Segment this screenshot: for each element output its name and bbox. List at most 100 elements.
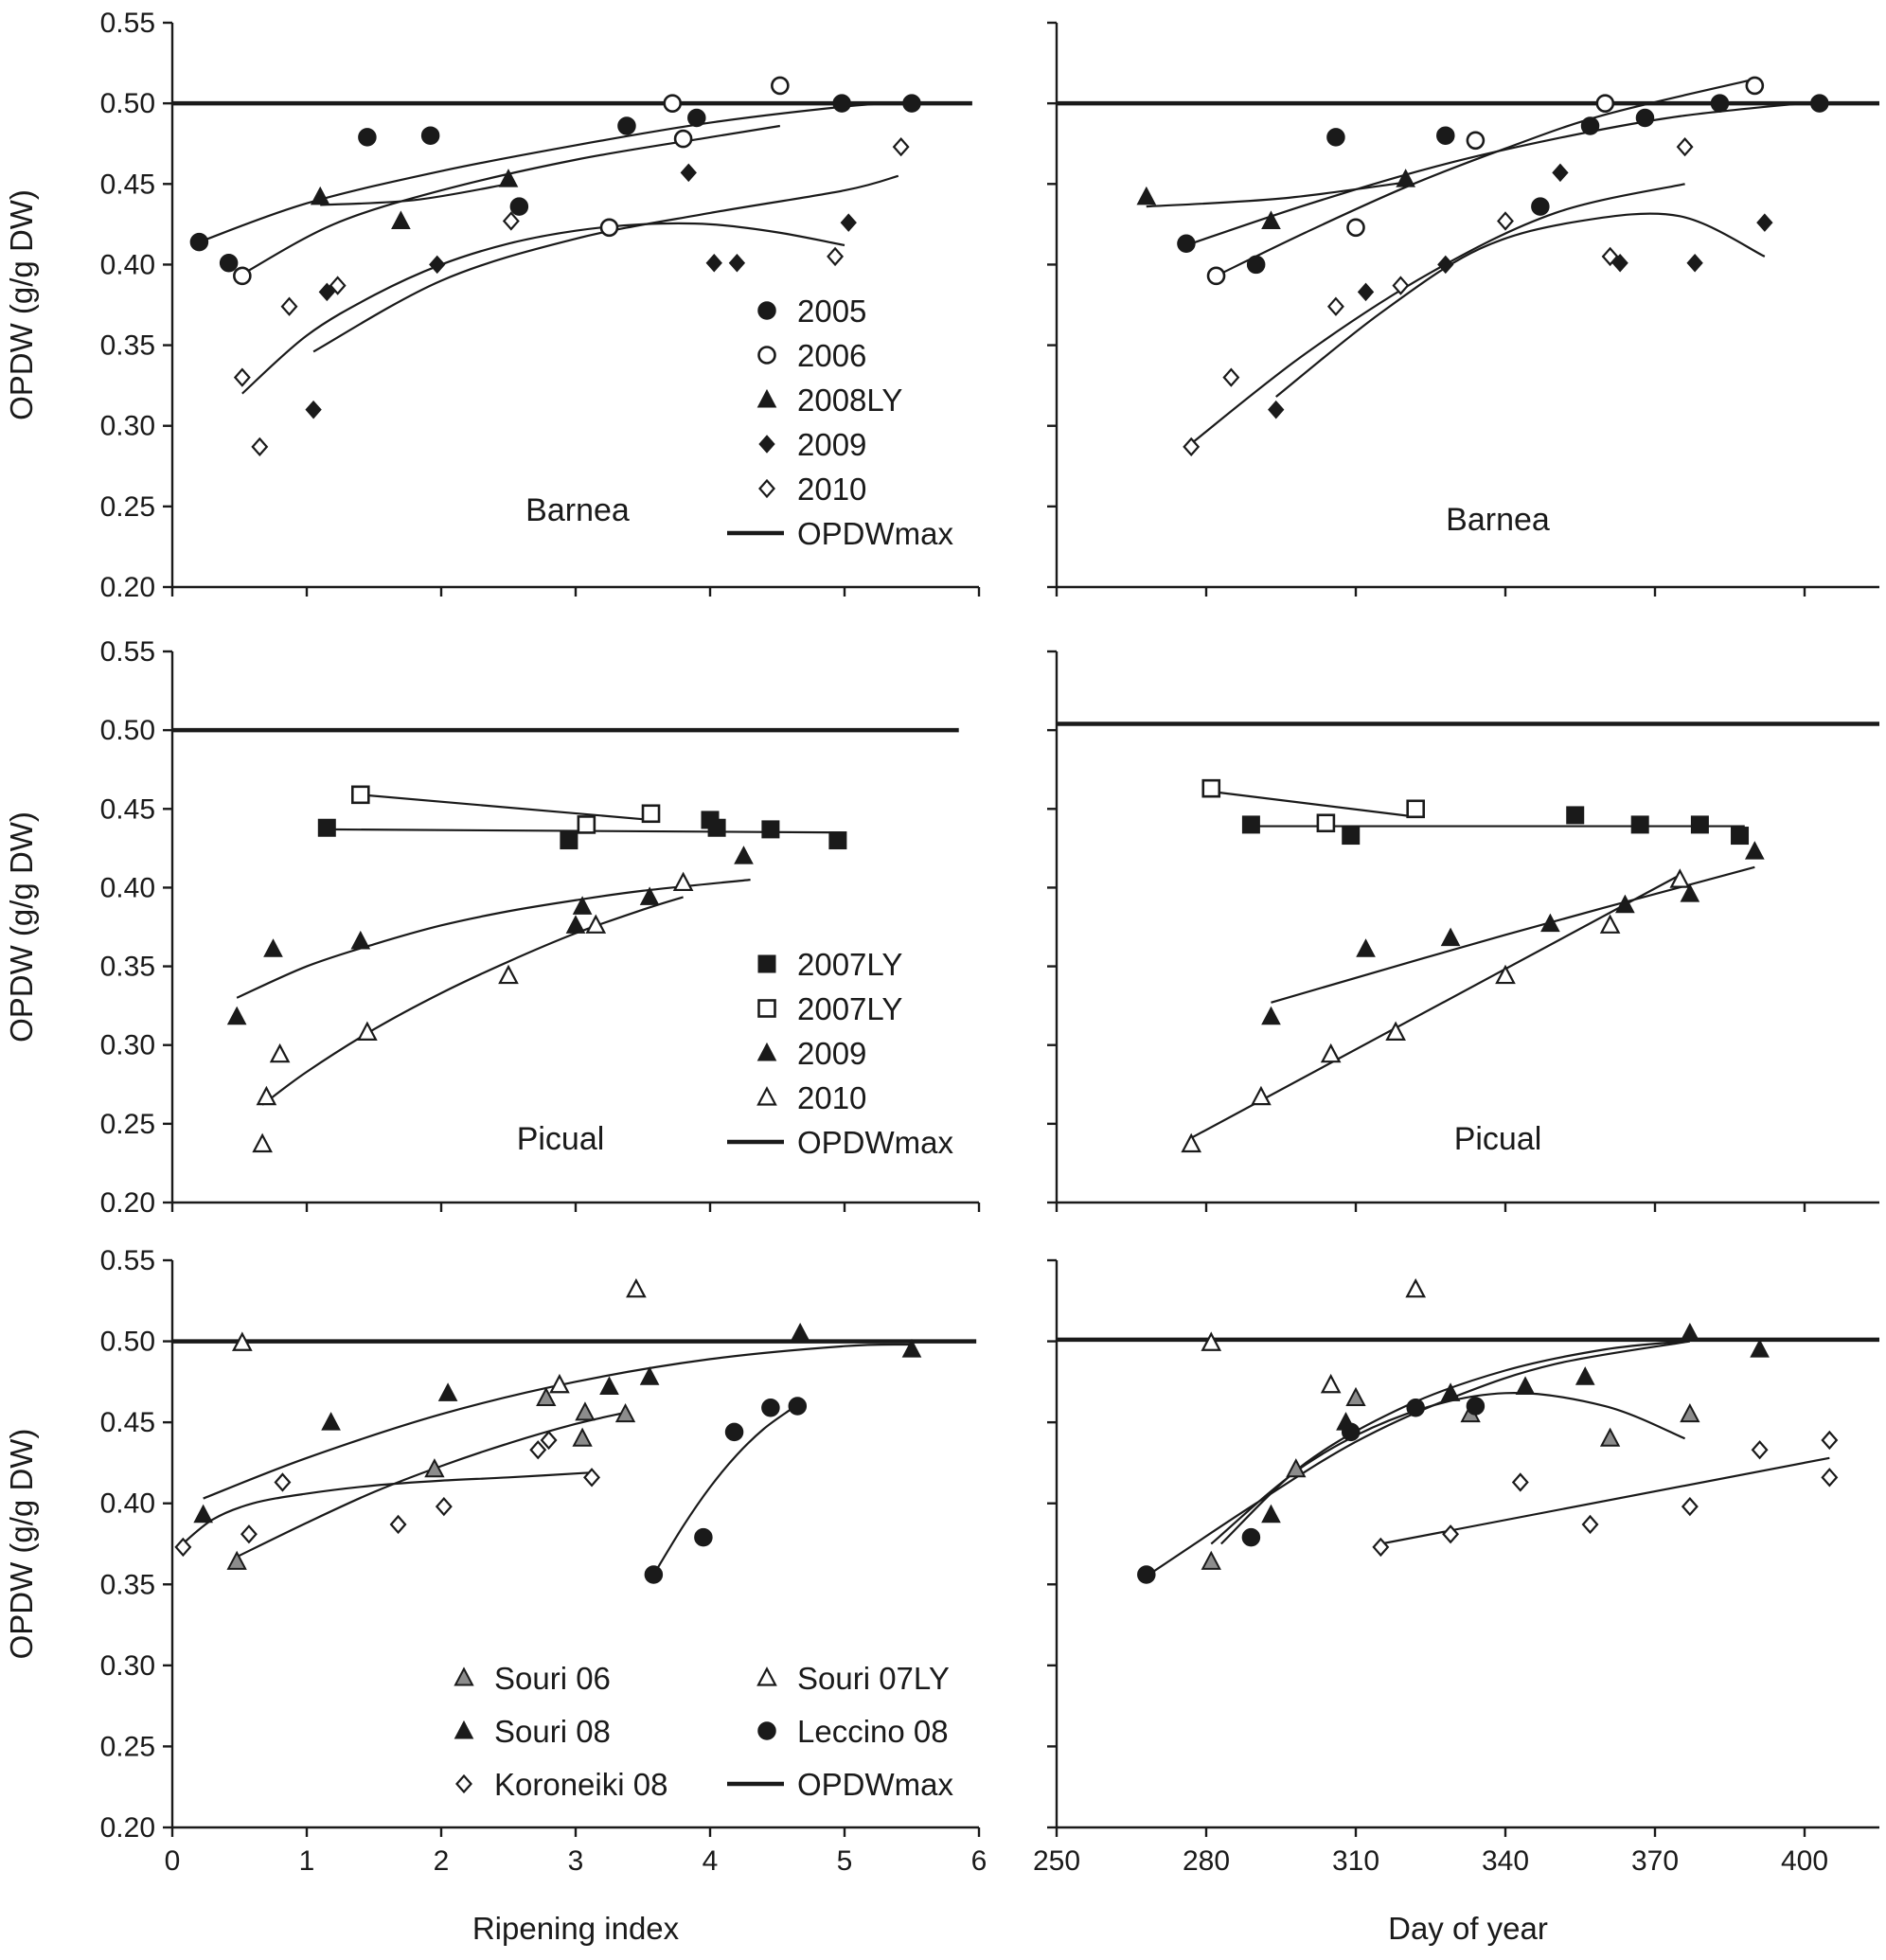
legend-label: Souri 08 (494, 1714, 611, 1749)
data-point-souri-06 (536, 1386, 557, 1406)
data-point-2009 (639, 886, 660, 905)
y-tick-label: 0.25 (100, 1731, 155, 1762)
data-point-2009 (350, 930, 371, 950)
data-point-2009 (840, 213, 857, 232)
x-tick-label: 4 (703, 1845, 719, 1877)
y-tick-label: 0.55 (100, 8, 155, 39)
data-point-2009 (1552, 163, 1569, 183)
data-point-2007ly (1316, 813, 1336, 833)
data-point-2005 (1710, 94, 1730, 113)
data-point-koroneiki-08 (1372, 1537, 1390, 1558)
data-point-2009 (263, 938, 283, 957)
data-point-2006 (599, 218, 619, 238)
y-tick-label: 0.20 (100, 1187, 155, 1219)
data-point-2005 (1810, 94, 1829, 113)
data-point-souri-06 (1680, 1402, 1700, 1423)
data-point-souri-08 (1575, 1366, 1595, 1385)
x-tick-label: 6 (971, 1845, 987, 1877)
legend-label: Leccino 08 (797, 1714, 949, 1749)
y-tick-label: 0.30 (100, 1030, 155, 1061)
panel-label: Barnea (1446, 502, 1550, 538)
chart-panel-others-day: 250 280 310 340 370 400 Day of year (1033, 1258, 1879, 1946)
data-point-2010 (1676, 136, 1694, 157)
data-point-2010 (1320, 1042, 1342, 1063)
x-tick-label: 340 (1482, 1845, 1529, 1877)
data-point-souri-07ly (1201, 1331, 1222, 1351)
data-point-2010 (252, 1132, 273, 1153)
legend-marker (757, 301, 776, 320)
legend-marker (454, 1666, 474, 1686)
x-tick-label: 3 (568, 1845, 584, 1877)
data-point-leccino-08 (1406, 1398, 1425, 1417)
legend-label: 2010 (797, 472, 866, 507)
data-point-2006 (1466, 131, 1486, 151)
data-point-souri-08 (437, 1382, 458, 1401)
y-tick-label: 0.35 (100, 952, 155, 983)
data-point-2006 (1595, 94, 1615, 113)
legend-marker (454, 1719, 474, 1739)
y-tick-label: 0.20 (100, 1812, 155, 1844)
data-point-2009 (705, 253, 722, 273)
data-point-2010 (1392, 276, 1410, 295)
data-point-2006 (1346, 218, 1365, 238)
chart-panel-picual-day: Picual (1047, 650, 1879, 1212)
chart-panel-barnea-ripening: 0.20 0.25 0.30 0.35 0.40 0.45 0.50 0.55 OPDW (g/… (4, 8, 981, 603)
data-point-souri-08 (321, 1412, 341, 1431)
legend-label: 2006 (797, 338, 866, 373)
data-point-2010 (585, 914, 607, 934)
data-point-2005 (1580, 116, 1600, 135)
y-tick-label: 0.40 (100, 1488, 155, 1520)
data-point-souri-07ly (1320, 1373, 1342, 1394)
data-point-2009 (1680, 883, 1700, 902)
fit-line-2006 (1216, 78, 1755, 277)
y-tick-label: 0.35 (100, 1569, 155, 1600)
data-point-2009 (1356, 938, 1376, 957)
legend-label: OPDWmax (797, 516, 954, 551)
legend-marker (758, 478, 775, 499)
data-point-koroneiki-08 (174, 1537, 192, 1558)
legend-marker (756, 1666, 777, 1686)
data-point-2010 (672, 871, 694, 892)
data-point-2009 (1686, 253, 1703, 273)
legend-marker (756, 388, 777, 408)
data-point-souri-08 (1680, 1322, 1700, 1342)
data-point-2007ly (641, 804, 661, 824)
data-point-souri-06 (1599, 1427, 1621, 1447)
fit-line-2010 (261, 896, 684, 1106)
data-point-koroneiki-08 (240, 1524, 258, 1544)
data-point-koroneiki-08 (540, 1430, 558, 1451)
data-point-koroneiki-08 (529, 1440, 547, 1460)
legend-label: 2008LY (797, 383, 902, 418)
data-point-souri-08 (599, 1376, 619, 1395)
fit-line-2009 (1275, 212, 1766, 398)
fit-line-koroneiki-08 (178, 1471, 593, 1548)
fit-line-2010 (241, 222, 845, 395)
data-point-2010 (1326, 296, 1344, 316)
data-point-2005 (219, 253, 239, 273)
data-point-2009 (305, 400, 322, 419)
data-point-2010 (1385, 1021, 1406, 1042)
data-point-2010 (269, 1042, 291, 1063)
data-point-leccino-08 (644, 1565, 664, 1584)
y-tick-label: 0.30 (100, 1650, 155, 1682)
legend-marker (757, 999, 776, 1018)
fit-line-souri-06 (1210, 1392, 1686, 1545)
data-point-souri-07ly (626, 1277, 647, 1298)
data-point-2009 (565, 915, 586, 934)
fit-line-2008ly (320, 183, 509, 206)
x-tick-label: 310 (1332, 1845, 1379, 1877)
legend-marker (756, 1042, 777, 1061)
fit-line-leccino-08 (652, 1408, 792, 1576)
data-point-2009 (572, 896, 593, 915)
y-tick-label: 0.30 (100, 411, 155, 442)
data-point-2008ly (391, 210, 411, 229)
data-point-2010 (357, 1021, 378, 1042)
data-point-leccino-08 (694, 1527, 713, 1547)
data-point-2008ly (310, 186, 330, 205)
fit-line-souri-06 (236, 1411, 626, 1559)
x-tick-label: 250 (1033, 1845, 1080, 1877)
data-point-2007ly (1241, 815, 1260, 834)
data-point-souri-08 (1750, 1339, 1770, 1358)
data-point-2010 (892, 136, 910, 157)
